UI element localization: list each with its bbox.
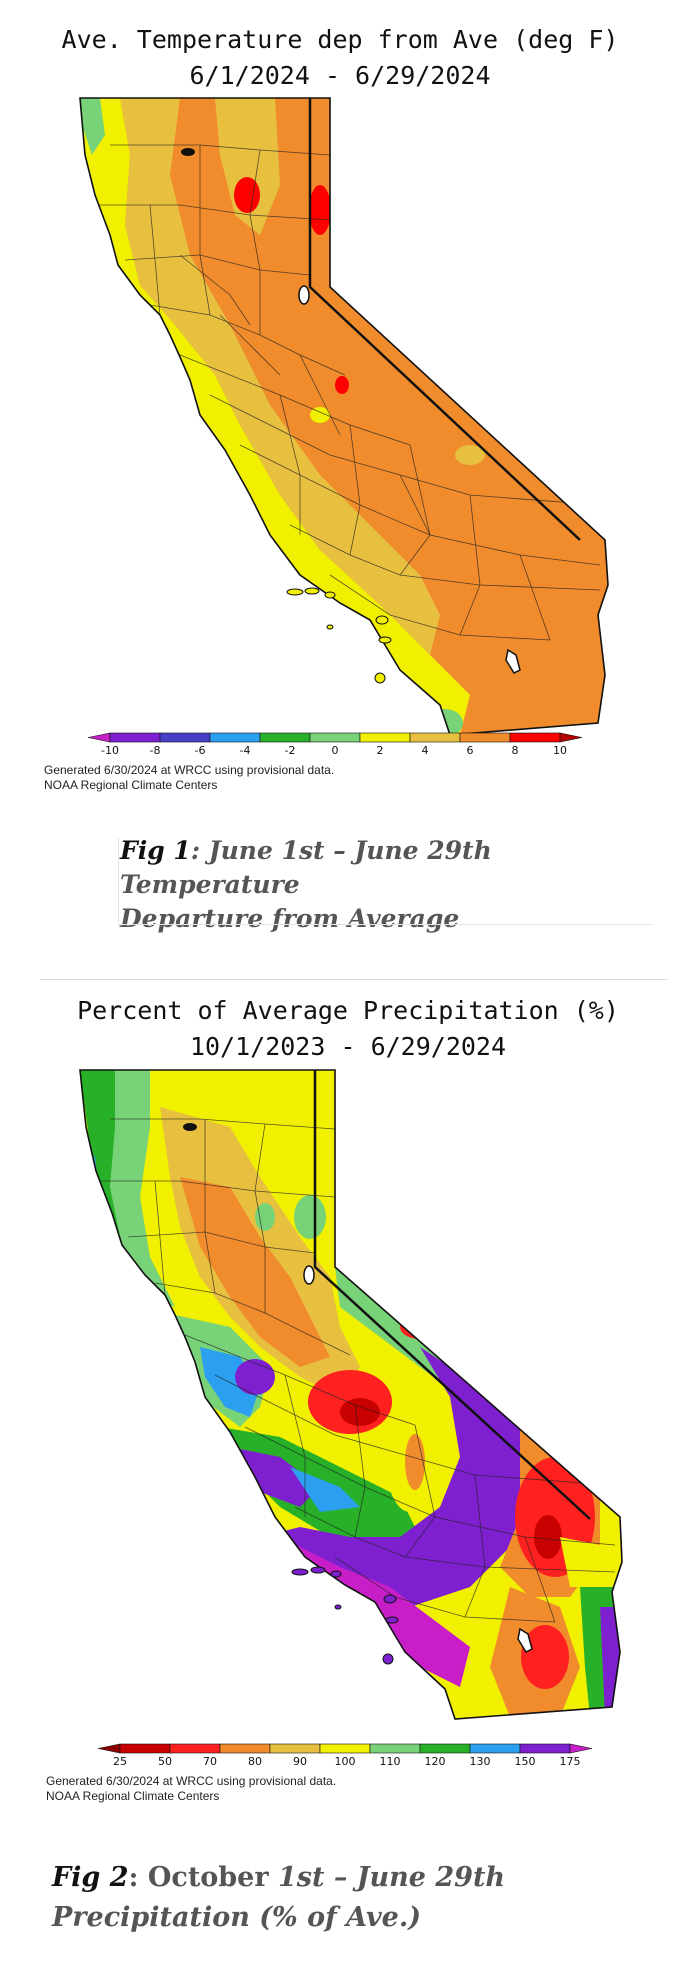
fig1-colorbar-segment bbox=[509, 732, 561, 743]
fig1-colorbar-tick-label: 6 bbox=[467, 744, 474, 757]
fig2-colorbar-segment bbox=[419, 1743, 471, 1754]
fig2-caption-line2: Precipitation (% of Ave.) bbox=[52, 1902, 422, 1933]
fig1-colorbar: -10 -8 -6 -4 -2 0 2 4 6 8 10 bbox=[87, 732, 583, 757]
fig1-caption-line1: : June 1st – June 29th Temperature bbox=[120, 836, 492, 899]
fig1-colorbar-segment bbox=[409, 732, 461, 743]
fig1-colorbar-segment bbox=[459, 732, 511, 743]
fig2-colorbar-tick-label: 90 bbox=[293, 1755, 307, 1768]
fig2-colorbar-tick-label: 175 bbox=[560, 1755, 581, 1768]
fig1-colorbar-tick-label: -4 bbox=[240, 744, 251, 757]
fig2-title-line2: 10/1/2023 - 6/29/2024 bbox=[189, 1032, 507, 1061]
fig2-colorbar-tick-label: 70 bbox=[203, 1755, 217, 1768]
fig2-colorbar-segment bbox=[219, 1743, 271, 1754]
fig1-colorbar-segment bbox=[209, 732, 261, 743]
fig1-colorbar-segment bbox=[109, 732, 161, 743]
fig2-caption-mid: : October bbox=[128, 1862, 278, 1893]
fig2-colorbar-tick-label: 120 bbox=[425, 1755, 446, 1768]
fig1-colorbar-tick-label: -10 bbox=[101, 744, 119, 757]
fig2-colorbar: 25 50 70 80 90 100 110 120 130 150 175 bbox=[97, 1743, 593, 1768]
fig1-caption-underline bbox=[118, 924, 653, 925]
figure-1-temperature: Ave. Temperature dep from Ave (deg F) 6/… bbox=[0, 0, 680, 950]
fig2-colorbar-segment bbox=[119, 1743, 171, 1754]
fig2-colorbar-right-arrow bbox=[569, 1743, 593, 1754]
fig1-caption-leftline bbox=[118, 838, 119, 924]
fig1-colorbar-right-arrow bbox=[559, 732, 583, 743]
section-divider bbox=[40, 979, 668, 980]
fig2-generated-line2: NOAA Regional Climate Centers bbox=[46, 1789, 220, 1803]
fig2-generated-text: Generated 6/30/2024 at WRCC using provis… bbox=[46, 1774, 336, 1804]
fig2-caption: Fig 2: October 1st – June 29th Precipita… bbox=[52, 1858, 505, 1938]
fig1-colorbar-tick-label: 0 bbox=[332, 744, 339, 757]
fig2-colorbar-left-arrow bbox=[97, 1743, 121, 1754]
figure-2-precipitation: Percent of Average Precipitation (%) 10/… bbox=[0, 980, 680, 1986]
fig2-colorbar-segment bbox=[519, 1743, 571, 1754]
fig2-generated-line1: Generated 6/30/2024 at WRCC using provis… bbox=[46, 1774, 337, 1788]
fig2-colorbar-segment bbox=[469, 1743, 521, 1754]
fig2-colorbar-tick-label: 100 bbox=[335, 1755, 356, 1768]
fig1-california-temperature-map bbox=[79, 97, 609, 735]
fig2-colorbar-tick-label: 150 bbox=[515, 1755, 536, 1768]
fig1-colorbar-left-arrow bbox=[87, 732, 111, 743]
fig2-colorbar-tick-label: 80 bbox=[248, 1755, 262, 1768]
fig2-colorbar-tick-label: 110 bbox=[380, 1755, 401, 1768]
fig2-title-line1: Percent of Average Precipitation (%) bbox=[77, 996, 619, 1025]
fig1-generated-line1: Generated 6/30/2024 at WRCC using provis… bbox=[44, 763, 335, 777]
fig1-caption: Fig 1: June 1st – June 29th Temperature … bbox=[120, 834, 680, 936]
fig1-colorbar-tick-label: -6 bbox=[195, 744, 206, 757]
fig1-colorbar-segment bbox=[309, 732, 361, 743]
fig2-colorbar-segment bbox=[369, 1743, 421, 1754]
fig1-caption-line2: Departure from Average bbox=[120, 904, 460, 933]
fig2-caption-prefix: Fig 2 bbox=[52, 1862, 129, 1893]
fig1-title-line2: 6/1/2024 - 6/29/2024 bbox=[189, 61, 491, 90]
fig2-colorbar-segment bbox=[319, 1743, 371, 1754]
fig1-colorbar-segment bbox=[159, 732, 211, 743]
fig2-california-precipitation-map bbox=[79, 1069, 623, 1720]
fig1-caption-prefix: Fig 1 bbox=[120, 836, 191, 865]
fig1-colorbar-segment bbox=[259, 732, 311, 743]
fig2-colorbar-segment bbox=[269, 1743, 321, 1754]
fig2-colorbar-tick-label: 25 bbox=[113, 1755, 127, 1768]
fig1-generated-line2: NOAA Regional Climate Centers bbox=[44, 778, 218, 792]
fig1-colorbar-tick-label: -2 bbox=[285, 744, 296, 757]
fig1-colorbar-tick-label: -8 bbox=[150, 744, 161, 757]
fig2-caption-rest: 1st – June 29th bbox=[278, 1862, 506, 1893]
fig2-colorbar-segment bbox=[169, 1743, 221, 1754]
fig2-colorbar-tick-label: 50 bbox=[158, 1755, 172, 1768]
fig1-generated-text: Generated 6/30/2024 at WRCC using provis… bbox=[44, 763, 334, 793]
fig1-colorbar-tick-label: 4 bbox=[422, 744, 429, 757]
fig2-colorbar-tick-label: 130 bbox=[470, 1755, 491, 1768]
fig1-colorbar-tick-label: 10 bbox=[553, 744, 567, 757]
fig1-colorbar-segment bbox=[359, 732, 411, 743]
fig1-colorbar-tick-label: 8 bbox=[512, 744, 519, 757]
fig1-colorbar-tick-label: 2 bbox=[377, 744, 384, 757]
fig1-title-line1: Ave. Temperature dep from Ave (deg F) bbox=[61, 25, 619, 54]
